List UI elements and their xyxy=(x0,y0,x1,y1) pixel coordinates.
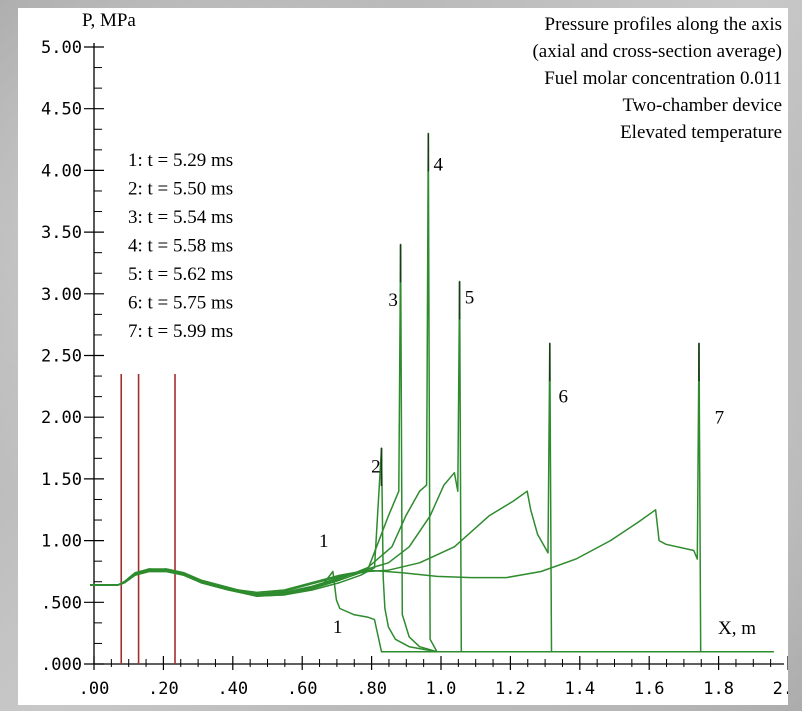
axes: .000.5001.001.502.002.503.003.504.004.50… xyxy=(41,38,788,699)
title-line-2: (axial and cross-section average) xyxy=(532,41,782,62)
x-tick-label: .40 xyxy=(217,679,248,699)
series-label-7: 7 xyxy=(715,407,725,428)
x-tick-label: .80 xyxy=(356,679,387,699)
series-label-1: 1 xyxy=(319,531,329,552)
series-label-1: 1 xyxy=(333,617,343,638)
title-line-1: Pressure profiles along the axis xyxy=(545,14,782,35)
y-tick-label: .500 xyxy=(41,593,82,613)
y-tick-label: 1.00 xyxy=(41,532,82,552)
legend-entry-3: 3: t = 5.54 ms xyxy=(128,207,233,228)
y-tick-label: 3.00 xyxy=(41,285,82,305)
y-tick-label: 2.50 xyxy=(41,347,82,367)
series-group xyxy=(90,132,774,653)
series-label-6: 6 xyxy=(558,386,568,407)
x-tick-label: .00 xyxy=(79,679,110,699)
y-axis-label: P, MPa xyxy=(82,10,136,31)
series-label-2: 2 xyxy=(371,457,381,478)
y-tick-label: 4.00 xyxy=(41,161,82,181)
y-tick-label: 4.50 xyxy=(41,100,82,120)
title-block: Pressure profiles along the axis (axial a… xyxy=(532,14,782,143)
y-tick-label: .000 xyxy=(41,655,82,675)
series-label-5: 5 xyxy=(465,288,475,309)
y-tick-label: 2.00 xyxy=(41,408,82,428)
x-tick-label: 1.2 xyxy=(495,679,526,699)
title-line-4: Two-chamber device xyxy=(622,95,782,116)
legend-entry-5: 5: t = 5.62 ms xyxy=(128,264,233,285)
title-line-3: Fuel molar concentration 0.011 xyxy=(544,68,782,89)
x-tick-label: 1.4 xyxy=(564,679,595,699)
series-line-1 xyxy=(90,568,774,653)
x-tick-label: 1.8 xyxy=(703,679,734,699)
series-labels: 1 1 2 3 4 5 6 7 xyxy=(319,154,724,638)
series-line-7 xyxy=(90,342,774,653)
legend-entry-4: 4: t = 5.58 ms xyxy=(128,236,233,257)
y-tick-label: 5.00 xyxy=(41,38,82,58)
series-label-4: 4 xyxy=(434,154,444,175)
pressure-chart: Pressure profiles along the axis (axial a… xyxy=(41,10,788,699)
x-tick-label: .20 xyxy=(148,679,179,699)
x-tick-label: 2.0 xyxy=(773,679,788,699)
legend-entry-6: 6: t = 5.75 ms xyxy=(128,293,233,314)
chart-panel: Pressure profiles along the axis (axial a… xyxy=(18,8,788,705)
series-line-2 xyxy=(90,447,774,653)
legend-entry-1: 1: t = 5.29 ms xyxy=(128,150,233,171)
legend-entry-2: 2: t = 5.50 ms xyxy=(128,179,233,200)
y-tick-label: 3.50 xyxy=(41,223,82,243)
x-tick-label: .60 xyxy=(287,679,318,699)
series-line-3 xyxy=(90,243,774,653)
legend-entry-7: 7: t = 5.99 ms xyxy=(128,321,233,342)
series-line-6 xyxy=(90,342,774,653)
x-tick-label: 1.6 xyxy=(634,679,665,699)
x-tick-label: 1.0 xyxy=(426,679,457,699)
y-tick-label: 1.50 xyxy=(41,470,82,490)
title-line-5: Elevated temperature xyxy=(620,122,782,143)
vertical-markers xyxy=(120,374,176,664)
legend: 1: t = 5.29 ms 2: t = 5.50 ms 3: t = 5.54 … xyxy=(128,150,233,342)
x-axis-label: X, m xyxy=(718,618,756,639)
series-label-3: 3 xyxy=(388,290,398,311)
